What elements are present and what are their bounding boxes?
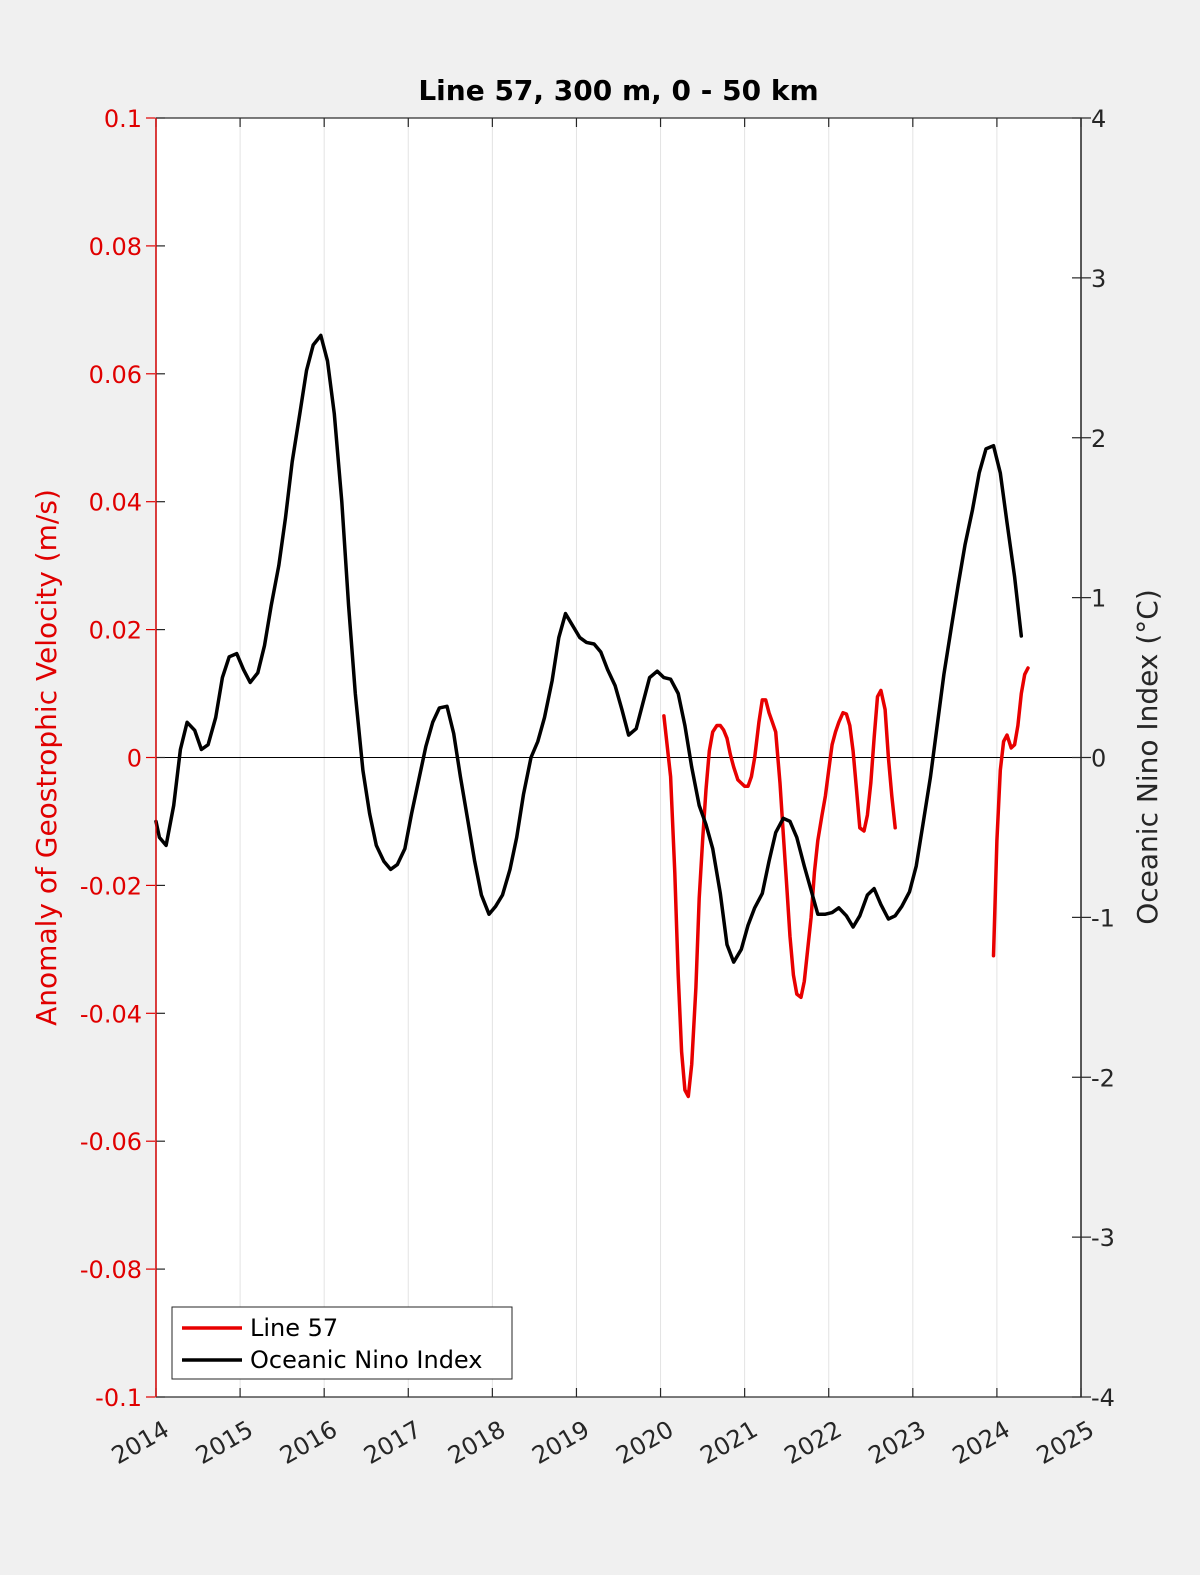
x-tick-label: 2014 [107, 1415, 174, 1470]
series-oni [154, 333, 1024, 964]
y-right-tick-label: 1 [1091, 585, 1106, 613]
y-left-tick-label: -0.08 [80, 1256, 142, 1284]
chart-title: Line 57, 300 m, 0 - 50 km [418, 74, 818, 107]
y-left-tick-label: 0.04 [89, 489, 142, 517]
y-left-tick-label: -0.06 [80, 1128, 142, 1156]
x-tick-label: 2018 [443, 1415, 510, 1470]
y-left-tick-label: -0.1 [95, 1384, 142, 1412]
x-tick-label: 2020 [611, 1415, 678, 1470]
y-right-tick-label: 0 [1091, 745, 1106, 773]
y-right-tick-label: 2 [1091, 425, 1106, 453]
x-tick-label: 2021 [696, 1415, 763, 1470]
y-left-tick-label: -0.04 [80, 1000, 142, 1028]
x-tick-label: 2025 [1032, 1415, 1099, 1470]
y-right-tick-label: 3 [1091, 265, 1106, 293]
y-left-tick-label: 0.06 [89, 361, 142, 389]
series-layer [154, 333, 1030, 1099]
series-line57 [662, 688, 897, 1099]
x-tick-label: 2016 [275, 1415, 342, 1470]
legend-box [171, 1306, 513, 1380]
y-axis-left: -0.1 -0.08 -0.06 -0.04 -0.02 0 0.02 0.04 0.06 0.0… [80, 105, 165, 1412]
y-left-tick-label: 0.02 [89, 617, 142, 645]
legend-label-line57: Line 57 [250, 1314, 338, 1342]
x-tick-label: 2024 [948, 1415, 1015, 1470]
x-tick-label: 2022 [780, 1415, 847, 1470]
x-tick-label: 2015 [191, 1415, 258, 1470]
y-left-tick-label: -0.02 [80, 872, 142, 900]
y-right-tick-label: -1 [1091, 904, 1115, 932]
y-left-tick-label: 0.08 [89, 233, 142, 261]
y-axis-right: -4 -3 -2 -1 0 1 2 3 4 [1072, 105, 1115, 1412]
legend: Line 57 Oceanic Nino Index [171, 1306, 513, 1380]
legend-label-oni: Oceanic Nino Index [250, 1346, 482, 1374]
x-tick-label: 2017 [359, 1415, 426, 1470]
y-axis-left-label: Anomaly of Geostrophic Velocity (m/s) [30, 489, 63, 1026]
y-left-tick-label: 0 [127, 745, 142, 773]
series-line57 [991, 666, 1030, 958]
y-right-tick-label: -3 [1091, 1224, 1115, 1252]
y-right-tick-label: -4 [1091, 1384, 1115, 1412]
x-tick-label: 2019 [527, 1415, 594, 1470]
y-right-tick-label: 4 [1091, 105, 1106, 133]
y-right-tick-label: -2 [1091, 1064, 1115, 1092]
y-axis-right-label: Oceanic Nino Index (°C) [1131, 589, 1164, 925]
y-left-tick-label: 0.1 [104, 105, 142, 133]
x-tick-label: 2023 [864, 1415, 931, 1470]
